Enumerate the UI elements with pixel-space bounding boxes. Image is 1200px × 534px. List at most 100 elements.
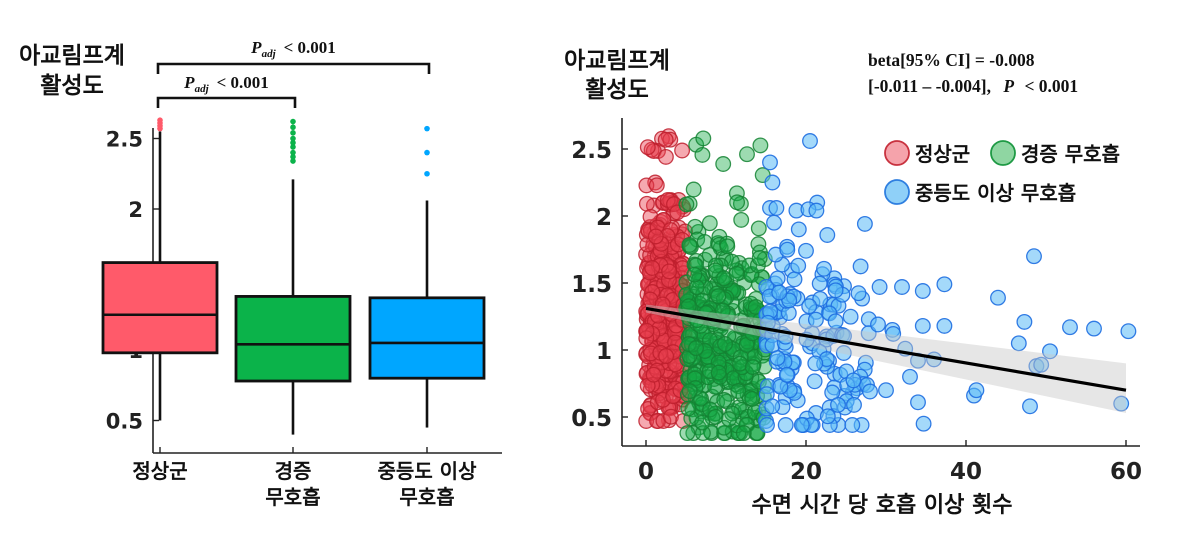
scatter-point	[649, 413, 665, 429]
scatter-point	[793, 417, 810, 433]
scatter-point	[638, 413, 655, 429]
scatter-point	[786, 271, 803, 288]
box-series	[101, 117, 486, 435]
p-symbol: P	[183, 73, 195, 92]
scatter-point	[694, 146, 711, 163]
legend-label: 정상군	[915, 142, 970, 166]
x-tick-label: 0	[638, 459, 654, 485]
scatter-point	[701, 215, 718, 232]
scatter-point	[771, 284, 788, 301]
legend-marker-icon	[884, 179, 910, 205]
scatter-point	[715, 156, 732, 172]
scatter-point	[752, 137, 769, 154]
scatter-point	[842, 308, 859, 325]
scatter-point	[914, 317, 931, 334]
scatter-point	[790, 221, 807, 238]
scatter-point	[648, 177, 665, 194]
scatter-point	[751, 250, 768, 266]
scatter-point	[685, 181, 702, 198]
scatter-point	[658, 348, 675, 364]
scatter-point	[902, 368, 918, 385]
scatter-point	[687, 218, 704, 235]
scatter-point	[806, 373, 823, 390]
legend-entry: 경증 무호흡	[990, 140, 1120, 166]
scatter-point	[663, 408, 679, 425]
scatter-point	[819, 227, 836, 243]
box-y-axis-label-line1: 아교림프계	[19, 43, 125, 69]
scatter-y-axis-label-line2: 활성도	[585, 77, 648, 103]
scatter-y-axis-label-line1: 아교림프계	[564, 48, 670, 74]
significance-label: Padj < 0.001	[183, 73, 269, 95]
scatter-point	[769, 350, 786, 367]
scatter-point	[638, 322, 655, 339]
scatter-point	[936, 276, 953, 293]
outlier-point	[424, 170, 430, 177]
iqr-box	[368, 296, 486, 380]
scatter-point	[730, 383, 747, 399]
y-tick-label: 0.5	[106, 410, 143, 434]
outlier-point	[290, 158, 296, 164]
scatter-point	[688, 340, 704, 357]
scatter-point	[827, 282, 844, 299]
outlier-point	[290, 149, 296, 156]
scatter-point	[661, 263, 678, 280]
significance-bracket	[156, 62, 431, 74]
scatter-point	[766, 214, 782, 231]
scatter-point	[655, 413, 672, 429]
scatter-point	[729, 194, 746, 211]
scatter-point	[662, 131, 679, 148]
scatter-point	[688, 279, 705, 296]
scatter-point	[732, 355, 748, 372]
scatter-point	[639, 236, 656, 253]
scatter-point	[644, 260, 661, 276]
scatter-point	[845, 372, 862, 389]
outlier-point	[290, 135, 296, 142]
x-category-label: 무호흡	[399, 485, 454, 509]
scatter-point	[638, 195, 655, 212]
y-tick-label: 1	[596, 339, 612, 365]
outlier-point	[290, 144, 296, 150]
annotation-ci: [-0.011 – -0.004],	[868, 76, 991, 96]
scatter-point	[719, 238, 736, 255]
scatter-point	[1010, 335, 1027, 352]
outlier-point	[424, 149, 430, 156]
scatter-point	[807, 355, 824, 372]
x-tick-label: 40	[950, 459, 982, 485]
scatter-point	[694, 414, 711, 431]
scatter-point	[801, 298, 818, 315]
significance-brackets: Padj < 0.001 Padj < 0.001	[156, 38, 431, 108]
scatter-x-axis-label: 수면 시간 당 호흡 이상 횟수	[752, 493, 1013, 518]
scatter-point	[936, 317, 953, 334]
significance-label: Padj < 0.001	[250, 38, 336, 60]
scatter-point	[1113, 395, 1130, 412]
p-subscript: adj	[262, 48, 277, 60]
outlier-point	[290, 118, 296, 125]
scatter-point	[1026, 248, 1042, 265]
scatter-point	[778, 366, 795, 383]
scatter-point	[798, 242, 814, 259]
scatter-point	[1062, 319, 1078, 336]
scatter-point	[779, 241, 796, 258]
scatter-point	[659, 227, 676, 244]
scatter-point	[811, 275, 828, 292]
scatter-point	[657, 131, 674, 148]
regression-line	[645, 304, 1127, 413]
scatter-point	[733, 211, 750, 228]
y-tick-label: 1.5	[571, 272, 612, 298]
scatter-point	[759, 417, 775, 433]
scatter-point	[728, 265, 745, 282]
iqr-box	[234, 295, 352, 383]
annotation-beta: beta[95% CI] = -0.008	[868, 50, 1035, 70]
scatter-point	[660, 272, 677, 288]
y-tick-label: 0.5	[571, 406, 612, 432]
annotation-ci-line: [-0.011 – -0.004], P < 0.001	[868, 76, 1078, 96]
scatter-point	[1120, 323, 1137, 340]
p-value: < 0.001	[217, 73, 269, 92]
scatter-point	[816, 260, 832, 277]
y-tick-label: 2	[128, 198, 143, 222]
scatter-point	[650, 143, 666, 159]
scatter-point	[827, 313, 844, 330]
scatter-point	[669, 236, 686, 253]
